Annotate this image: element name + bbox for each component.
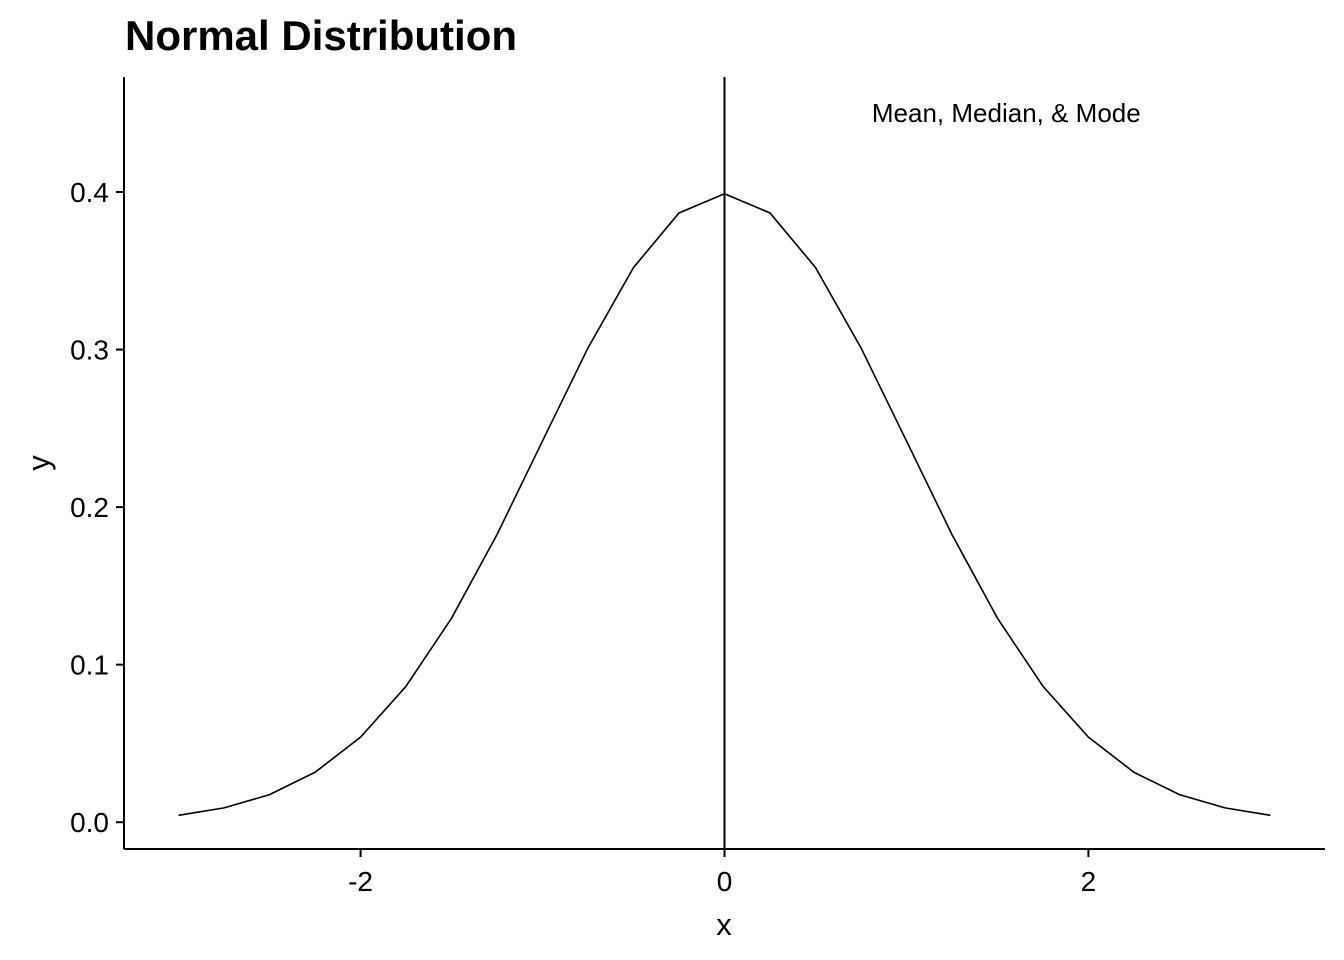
y-axis-ticks: 0.0 0.1 0.2 0.3 0.4 <box>70 177 124 838</box>
y-tick-label: 0.0 <box>70 807 109 838</box>
x-tick-label: -2 <box>348 866 373 897</box>
y-axis-title: y <box>21 455 56 471</box>
y-tick-label: 0.1 <box>70 650 109 681</box>
x-tick-label: 2 <box>1081 866 1097 897</box>
y-tick-label: 0.3 <box>70 335 109 366</box>
y-tick-label: 0.4 <box>70 177 109 208</box>
y-tick-label: 0.2 <box>70 492 109 523</box>
x-tick-label: 0 <box>717 866 733 897</box>
plot-area <box>178 77 1271 849</box>
mean-median-mode-annotation: Mean, Median, & Mode <box>872 98 1141 128</box>
x-axis-title: x <box>716 907 732 942</box>
chart-title: Normal Distribution <box>125 12 517 59</box>
x-axis-ticks: -2 0 2 <box>348 849 1096 897</box>
